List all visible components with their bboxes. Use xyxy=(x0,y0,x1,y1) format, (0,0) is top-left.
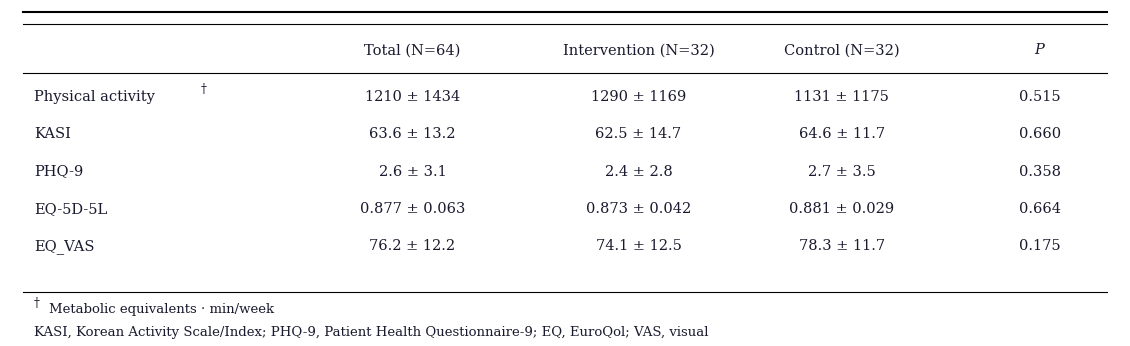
Text: 0.175: 0.175 xyxy=(1019,239,1060,253)
Text: KASI: KASI xyxy=(34,127,71,141)
Text: 2.7 ± 3.5: 2.7 ± 3.5 xyxy=(808,165,876,179)
Text: 0.660: 0.660 xyxy=(1018,127,1061,141)
Text: EQ-5D-5L: EQ-5D-5L xyxy=(34,202,107,216)
Text: 0.358: 0.358 xyxy=(1018,165,1061,179)
Text: Total (N=64): Total (N=64) xyxy=(364,43,461,57)
Text: †: † xyxy=(34,297,40,310)
Text: 1210 ± 1434: 1210 ± 1434 xyxy=(365,90,460,104)
Text: 2.6 ± 3.1: 2.6 ± 3.1 xyxy=(379,165,446,179)
Text: 0.881 ± 0.029: 0.881 ± 0.029 xyxy=(789,202,895,216)
Text: 0.873 ± 0.042: 0.873 ± 0.042 xyxy=(585,202,692,216)
Text: 62.5 ± 14.7: 62.5 ± 14.7 xyxy=(596,127,681,141)
Text: 1131 ± 1175: 1131 ± 1175 xyxy=(794,90,889,104)
Text: 74.1 ± 12.5: 74.1 ± 12.5 xyxy=(596,239,681,253)
Text: Intervention (N=32): Intervention (N=32) xyxy=(563,43,714,57)
Text: 76.2 ± 12.2: 76.2 ± 12.2 xyxy=(370,239,455,253)
Text: 78.3 ± 11.7: 78.3 ± 11.7 xyxy=(799,239,885,253)
Text: Physical activity: Physical activity xyxy=(34,90,155,104)
Text: KASI, Korean Activity Scale/Index; PHQ-9, Patient Health Questionnaire-9; EQ, Eu: KASI, Korean Activity Scale/Index; PHQ-9… xyxy=(34,326,709,339)
Text: 0.877 ± 0.063: 0.877 ± 0.063 xyxy=(359,202,466,216)
Text: Metabolic equivalents · min/week: Metabolic equivalents · min/week xyxy=(49,303,273,316)
Text: †: † xyxy=(201,83,207,96)
Text: 2.4 ± 2.8: 2.4 ± 2.8 xyxy=(605,165,672,179)
Text: 0.515: 0.515 xyxy=(1019,90,1060,104)
Text: 0.664: 0.664 xyxy=(1018,202,1061,216)
Text: 63.6 ± 13.2: 63.6 ± 13.2 xyxy=(370,127,455,141)
Text: P: P xyxy=(1035,43,1044,57)
Text: 1290 ± 1169: 1290 ± 1169 xyxy=(591,90,686,104)
Text: Control (N=32): Control (N=32) xyxy=(784,43,899,57)
Text: PHQ-9: PHQ-9 xyxy=(34,165,84,179)
Text: EQ_VAS: EQ_VAS xyxy=(34,239,95,254)
Text: 64.6 ± 11.7: 64.6 ± 11.7 xyxy=(799,127,885,141)
